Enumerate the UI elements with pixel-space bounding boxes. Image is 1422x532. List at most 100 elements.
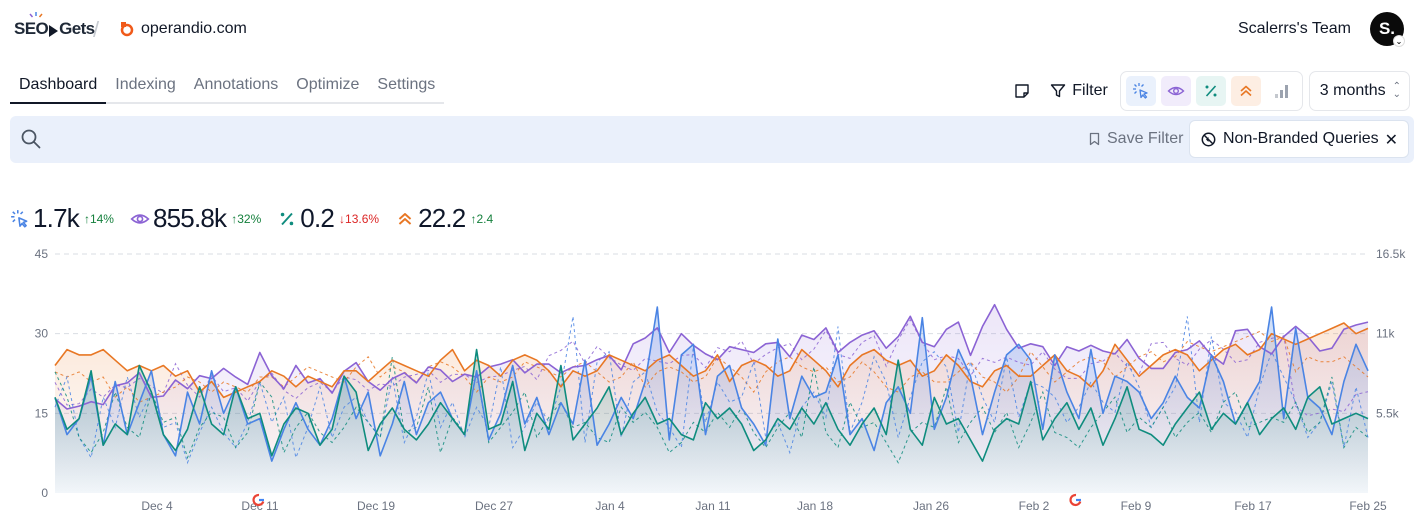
chevron-updown-icon: ⌃ ⌄: [1392, 81, 1401, 100]
comparison-ctr: [54, 356, 1369, 464]
stat-impressions-change-text: 32%: [237, 211, 262, 226]
right-tick-label: 11k: [1376, 327, 1395, 341]
search-icon[interactable]: [20, 128, 42, 150]
filter-chip-label: Non-Branded Queries: [1223, 130, 1379, 147]
date-range-select[interactable]: 3 months ⌃ ⌄: [1308, 71, 1410, 111]
no-brand-icon: [1201, 132, 1216, 146]
chart-annotations: [252, 493, 1082, 507]
date-range-value: 3 months: [1319, 82, 1386, 99]
close-icon[interactable]: ✕: [1384, 132, 1398, 149]
right-tick-label: 16.5k: [1376, 247, 1406, 261]
x-tick-label: Jan 26: [913, 499, 949, 513]
bookmark-icon: [1089, 132, 1100, 146]
x-tick-label: Jan 18: [797, 499, 833, 513]
logo-rays-icon: [29, 12, 43, 18]
stat-clicks-change: ↑14%: [83, 211, 114, 226]
toggle-clicks-button[interactable]: [1126, 76, 1157, 106]
google-arc: [1069, 493, 1082, 507]
series-areas: [55, 304, 1368, 493]
x-tick-label: Dec 4: [141, 499, 173, 513]
x-tick-label: Dec 19: [357, 499, 395, 513]
stat-position-change-text: 2.4: [476, 211, 494, 226]
note-button[interactable]: [1008, 77, 1036, 105]
stat-ctr-change: ↓13.6%: [339, 211, 380, 226]
breadcrumb-separator: /: [93, 17, 100, 42]
chevron-down-icon: ⌄: [1393, 35, 1405, 47]
stat-impressions[interactable]: 855.8k ↑32%: [130, 203, 261, 234]
left-axis: 0 15 30 45: [35, 247, 49, 500]
toggle-bars-button[interactable]: [1266, 76, 1296, 106]
toggle-position-button[interactable]: [1231, 76, 1262, 106]
series-lines: [54, 303, 1369, 462]
ctr-icon: [277, 209, 297, 229]
tab-indexing[interactable]: Indexing: [115, 76, 176, 93]
clicks-icon: [1133, 83, 1148, 99]
stat-clicks-change-text: 14%: [89, 211, 114, 226]
right-tick-label: 5.5k: [1376, 406, 1400, 420]
google-icon: [1069, 493, 1082, 507]
left-tick-label: 0: [41, 486, 48, 500]
filter-icon: [1051, 84, 1066, 98]
impressions-icon: [1167, 86, 1185, 96]
stat-clicks[interactable]: 1.7k ↑14%: [10, 203, 114, 234]
right-axis: 5.5k 11k 16.5k: [1376, 247, 1406, 420]
search-bar: Save Filter Non-Branded Queries ✕: [10, 116, 1414, 163]
tab-annotations[interactable]: Annotations: [193, 76, 279, 93]
metric-toggle-group: [1119, 71, 1303, 111]
filter-chip-non-branded[interactable]: Non-Branded Queries ✕: [1189, 120, 1409, 158]
google-icon: [252, 493, 265, 507]
stat-ctr[interactable]: 0.2 ↓13.6%: [277, 203, 379, 234]
stat-position-value: 22.2: [418, 203, 466, 233]
line-clicks: [54, 306, 1369, 462]
filter-label: Filter: [1072, 82, 1108, 99]
x-tick-label: Feb 17: [1234, 499, 1272, 513]
clicks-icon: [10, 209, 30, 229]
bars-icon: [1275, 85, 1289, 98]
x-tick-label: Dec 11: [241, 499, 278, 513]
filter-button[interactable]: Filter: [1050, 82, 1108, 100]
stat-position-change: ↑2.4: [470, 211, 494, 226]
team-name[interactable]: Scalerrs's Team: [1237, 20, 1351, 37]
avatar-initial: S.: [1378, 19, 1396, 38]
position-icon: [1240, 85, 1252, 97]
toolbar: Filter: [1008, 71, 1410, 111]
toggle-ctr-button[interactable]: [1196, 76, 1227, 106]
x-tick-label: Jan 4: [595, 499, 625, 513]
x-tick-label: Feb 9: [1121, 499, 1152, 513]
impressions-icon: [130, 209, 150, 229]
sticky-note-icon: [1015, 84, 1029, 98]
tab-optimize[interactable]: Optimize: [296, 76, 360, 93]
stat-position[interactable]: 22.2 ↑2.4: [395, 203, 493, 234]
line-position: [54, 322, 1369, 399]
position-icon: [395, 209, 415, 229]
ctr-icon: [1205, 85, 1217, 97]
x-tick-label: Feb 25: [1349, 499, 1387, 513]
left-tick-label: 15: [35, 406, 49, 420]
stat-impressions-value: 855.8k: [152, 203, 227, 233]
play-icon: [49, 25, 59, 37]
stat-impressions-change: ↑32%: [231, 211, 262, 226]
brand-logo[interactable]: SE O Gets: [14, 12, 95, 39]
stat-ctr-change-text: 13.6%: [345, 211, 380, 226]
site-selector[interactable]: operandio.com: [119, 20, 247, 38]
tab-settings[interactable]: Settings: [377, 76, 436, 93]
stat-ctr-value: 0.2: [300, 203, 335, 233]
stat-clicks-value: 1.7k: [33, 203, 80, 233]
tab-dashboard[interactable]: Dashboard: [10, 70, 107, 104]
x-tick-label: Jan 11: [695, 499, 730, 513]
left-tick-label: 30: [35, 327, 49, 341]
area-ctr: [55, 349, 1368, 493]
brand-name-suffix: Gets: [59, 19, 95, 38]
line-ctr: [54, 348, 1369, 462]
avatar[interactable]: S. ⌄: [1370, 12, 1405, 47]
x-axis: Dec 4 Dec 11 Dec 19 Dec 27 Jan 4 Jan 11 Jan 18…: [141, 499, 1387, 513]
site-domain: operandio.com: [141, 20, 247, 37]
toggle-impressions-button[interactable]: [1161, 76, 1192, 106]
google-arc: [252, 493, 265, 507]
stats-summary: 1.7k ↑14% 855.8k ↑32% 0.2 ↓13.6%: [10, 203, 509, 237]
save-filter-button[interactable]: Save Filter: [1089, 130, 1183, 148]
left-tick-label: 45: [35, 247, 49, 261]
save-filter-label: Save Filter: [1107, 130, 1184, 147]
brand-o-icon: O: [35, 19, 49, 38]
